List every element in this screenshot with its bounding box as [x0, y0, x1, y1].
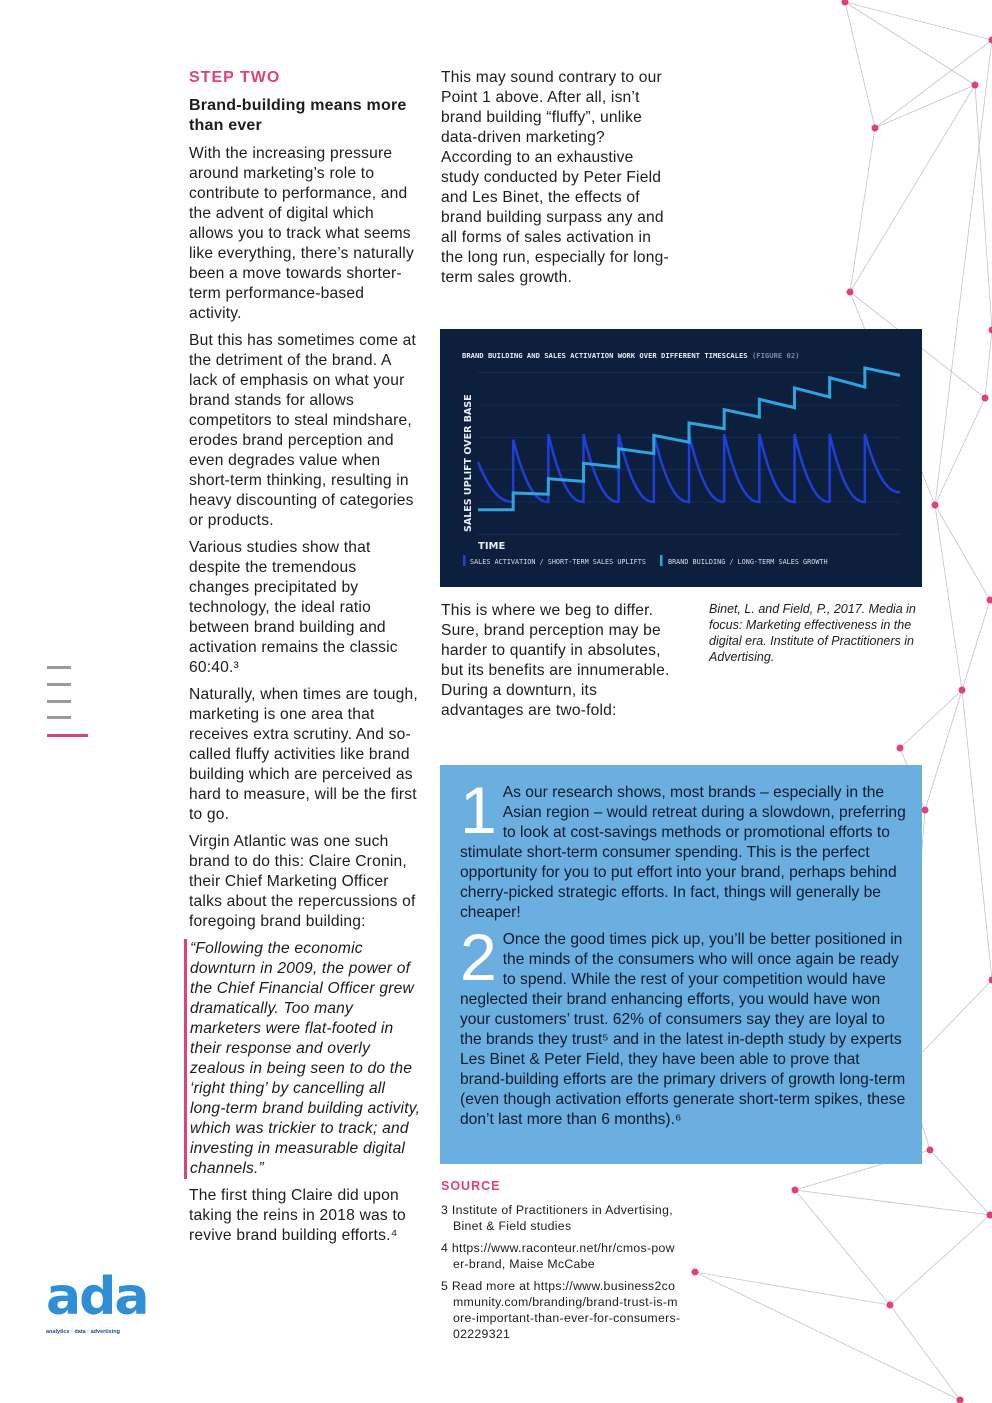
source-item: 3 Institute of Practitioners in Advertis…: [441, 1203, 673, 1233]
network-line: [849, 127, 876, 293]
network-node: [988, 976, 992, 984]
network-node: [791, 1186, 799, 1194]
network-node: [981, 394, 989, 402]
middle-column-intro: This may sound contrary to our Point 1 a…: [440, 68, 673, 329]
logo-wordmark: ada: [46, 1267, 149, 1327]
network-line: [794, 1189, 891, 1306]
network-line: [961, 689, 992, 981]
paragraph: The first thing Claire did upon taking t…: [189, 1187, 406, 1244]
network-node: [956, 1396, 964, 1403]
paragraph: Virgin Atlantic was one such brand to do…: [189, 833, 416, 930]
network-line: [961, 599, 991, 691]
network-line: [934, 39, 992, 506]
network-node: [986, 1211, 992, 1219]
series-line-activation: [476, 433, 901, 504]
x-axis-label: TIME: [478, 541, 505, 552]
callout-number: 1: [460, 773, 497, 847]
network-line: [984, 329, 992, 399]
paragraph: Naturally, when times are tough, marketi…: [189, 686, 418, 823]
step-label: STEP TWO: [189, 69, 281, 86]
network-node: [988, 326, 992, 334]
network-line: [694, 1271, 891, 1306]
network-line: [849, 84, 976, 293]
network-node: [886, 1301, 894, 1309]
svg-text:BRAND BUILDING AND SALES ACTIV: BRAND BUILDING AND SALES ACTIVATION WORK…: [462, 351, 800, 360]
network-node: [871, 124, 879, 132]
paragraph: With the increasing pressure around mark…: [189, 145, 414, 322]
legend-swatch-brand: [660, 555, 663, 566]
page-nav-active-line[interactable]: [47, 734, 88, 737]
network-line: [874, 39, 992, 129]
network-node: [841, 0, 849, 6]
chart-citation: Binet, L. and Field, P., 2017. Media in …: [709, 602, 916, 664]
network-line: [974, 84, 992, 331]
chart-figure: BRAND BUILDING AND SALES ACTIVATION WORK…: [440, 329, 922, 587]
callout-item: 2 Once the good times pick up, you’ll be …: [460, 920, 906, 1130]
network-node: [691, 1268, 699, 1276]
ada-logo: ada analytics · data · advertising: [46, 1266, 149, 1336]
y-axis-label: SALES UPLIFT OVER BASE: [463, 394, 474, 532]
network-line: [929, 1149, 991, 1216]
network-node: [896, 744, 904, 752]
page-nav-line[interactable]: [47, 716, 71, 719]
callout-text: Once the good times pick up, you’ll be b…: [460, 931, 906, 1128]
network-node: [921, 806, 929, 814]
legend-label-brand: BRAND BUILDING / LONG-TERM SALES GROWTH: [668, 558, 828, 566]
page-nav-line[interactable]: [47, 700, 71, 703]
chart-title: BRAND BUILDING AND SALES ACTIVATION WORK…: [462, 351, 748, 360]
middle-column: This may sound contrary to our Point 1 a…: [440, 68, 922, 1348]
network-line: [874, 84, 976, 129]
network-node: [958, 686, 966, 694]
sources-section: SOURCE 3 Institute of Practitioners in A…: [440, 1178, 681, 1348]
paragraph: This may sound contrary to our Point 1 a…: [441, 69, 669, 286]
network-node: [971, 81, 979, 89]
network-line: [924, 689, 963, 811]
page-nav-line[interactable]: [47, 666, 71, 669]
section-heading: Brand-building means more than ever: [189, 97, 407, 134]
network-line: [934, 397, 986, 506]
left-column: STEP TWO Brand-building means more than …: [184, 68, 421, 1253]
network-node: [926, 1146, 934, 1154]
callout-text: As our research shows, most brands – esp…: [460, 784, 906, 921]
callout-number: 2: [460, 920, 497, 994]
network-line: [844, 1, 976, 86]
network-line: [934, 504, 963, 691]
source-item[interactable]: 4 https://www.raconteur.net/hr/cmos-powe…: [441, 1241, 675, 1271]
paragraph: But this has sometimes come at the detri…: [189, 332, 417, 529]
page-nav-line[interactable]: [47, 683, 71, 686]
chart-svg: BRAND BUILDING AND SALES ACTIVATION WORK…: [462, 351, 901, 566]
chart-figure-label: (FIGURE 02): [752, 351, 800, 360]
paragraph: This is where we beg to differ. Sure, br…: [441, 602, 670, 719]
legend-swatch-activation: [463, 555, 466, 566]
callout-box: 1 As our research shows, most brands – es…: [440, 765, 922, 1164]
network-node: [988, 36, 992, 44]
pull-quote: “Following the economic downturn in 2009…: [184, 939, 421, 1179]
middle-column-body: This is where we beg to differ. Sure, br…: [440, 587, 922, 765]
legend-label-activation: SALES ACTIVATION / SHORT-TERM SALES UPLI…: [470, 558, 646, 566]
network-line: [899, 689, 963, 749]
after-chart-text: This is where we beg to differ. Sure, br…: [440, 601, 673, 753]
network-node: [931, 501, 939, 509]
network-line: [694, 1271, 961, 1401]
network-line: [794, 1189, 991, 1216]
network-node: [846, 288, 854, 296]
network-line: [889, 1214, 991, 1306]
series-line-brand: [478, 366, 901, 512]
network-line: [844, 1, 992, 41]
source-item[interactable]: 5 Read more at https://www.business2comm…: [441, 1279, 681, 1341]
network-line: [889, 1304, 961, 1401]
network-line: [844, 1, 876, 129]
logo-tagline: analytics · data · advertising: [46, 1329, 120, 1335]
network-node: [986, 596, 992, 604]
sources-heading: SOURCE: [441, 1179, 501, 1193]
paragraph: Various studies show that despite the tr…: [189, 539, 398, 676]
callout-item: 1 As our research shows, most brands – es…: [460, 773, 906, 923]
network-line: [934, 504, 991, 601]
